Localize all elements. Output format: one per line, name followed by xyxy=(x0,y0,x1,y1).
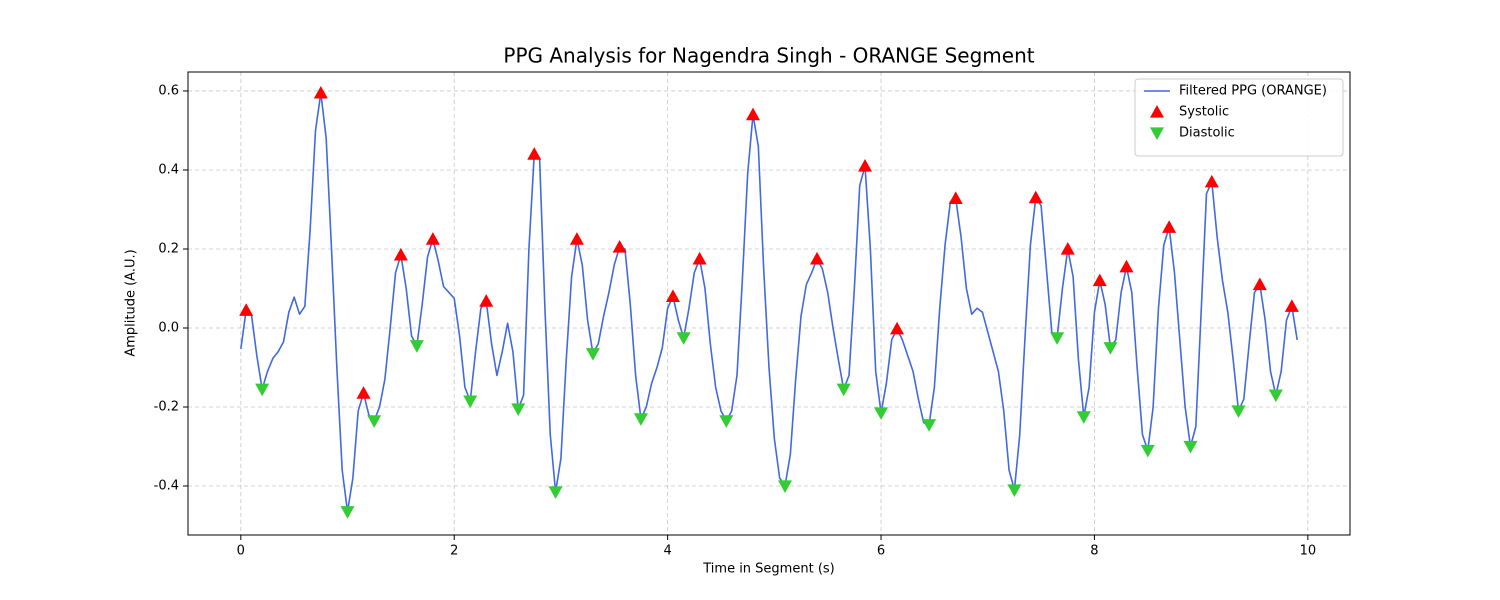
x-tick-label: 6 xyxy=(877,544,885,559)
x-tick-label: 2 xyxy=(450,544,458,559)
legend-label: Diastolic xyxy=(1179,126,1235,141)
peak-marker xyxy=(1268,389,1283,403)
peak-marker xyxy=(719,415,734,428)
peak-marker xyxy=(858,159,873,172)
y-tick-label: -0.4 xyxy=(154,479,179,494)
peak-marker xyxy=(1060,241,1075,255)
peak-marker xyxy=(665,289,680,302)
y-tick-label: 0.2 xyxy=(158,241,179,256)
peak-marker xyxy=(1140,444,1155,458)
plot-frame xyxy=(187,71,1351,536)
peak-marker xyxy=(676,332,691,345)
peak-marker xyxy=(239,303,254,316)
peak-marker xyxy=(612,240,627,253)
x-tick-label: 8 xyxy=(1090,544,1098,559)
peak-marker xyxy=(1076,411,1091,424)
y-tick-label: 0.0 xyxy=(158,320,179,335)
peak-marker xyxy=(1204,174,1219,188)
peak-marker xyxy=(948,191,963,205)
peak-marker xyxy=(356,386,371,399)
x-axis-label: Time in Segment (s) xyxy=(702,562,834,577)
peak-marker xyxy=(1183,440,1198,454)
x-tick-label: 0 xyxy=(237,544,245,559)
peak-marker xyxy=(479,294,494,307)
legend-marker xyxy=(1150,127,1164,140)
peak-marker xyxy=(836,383,851,397)
peak-marker xyxy=(1103,342,1118,355)
x-tick-label: 10 xyxy=(1300,544,1317,559)
peak-marker xyxy=(393,247,408,261)
peak-marker xyxy=(1092,273,1107,287)
peak-marker xyxy=(409,340,424,353)
peak-marker xyxy=(810,251,825,265)
peak-marker xyxy=(367,415,382,428)
y-tick-label: -0.2 xyxy=(154,400,179,415)
legend-box xyxy=(1134,78,1344,157)
y-tick-label: 0.6 xyxy=(158,83,179,98)
peak-marker xyxy=(340,506,355,519)
legend-marker xyxy=(1150,105,1164,118)
peak-marker xyxy=(874,407,889,420)
peak-marker xyxy=(1284,299,1299,312)
peak-marker xyxy=(425,232,440,245)
y-tick-label: 0.4 xyxy=(158,162,179,177)
peak-marker xyxy=(1028,190,1043,204)
peak-marker xyxy=(569,232,584,245)
peak-marker xyxy=(548,486,563,499)
peak-marker xyxy=(1050,332,1065,345)
peak-marker xyxy=(527,147,542,160)
peak-marker xyxy=(1162,220,1177,233)
peak-marker xyxy=(633,413,648,426)
x-tick-label: 4 xyxy=(663,544,671,559)
peak-marker xyxy=(1119,259,1134,273)
peak-marker xyxy=(313,85,328,99)
legend-label: Systolic xyxy=(1179,105,1229,120)
peak-marker xyxy=(511,403,526,416)
peak-marker xyxy=(745,107,760,121)
peak-marker xyxy=(463,395,478,409)
peak-marker xyxy=(922,419,937,432)
peak-marker xyxy=(778,480,793,494)
peak-marker xyxy=(1231,405,1246,418)
peak-marker xyxy=(1007,484,1022,497)
y-axis-label: Amplitude (A.U.) xyxy=(124,249,139,356)
legend: Filtered PPG (ORANGE) Systolic Diastolic xyxy=(1134,78,1344,157)
peak-marker xyxy=(890,321,905,335)
legend-label: Filtered PPG (ORANGE) xyxy=(1179,84,1327,99)
peak-marker xyxy=(1252,277,1267,291)
peak-marker xyxy=(585,348,600,361)
chart-title: PPG Analysis for Nagendra Singh - ORANGE… xyxy=(503,44,1034,68)
peak-marker xyxy=(692,251,707,265)
peak-marker xyxy=(255,383,270,397)
